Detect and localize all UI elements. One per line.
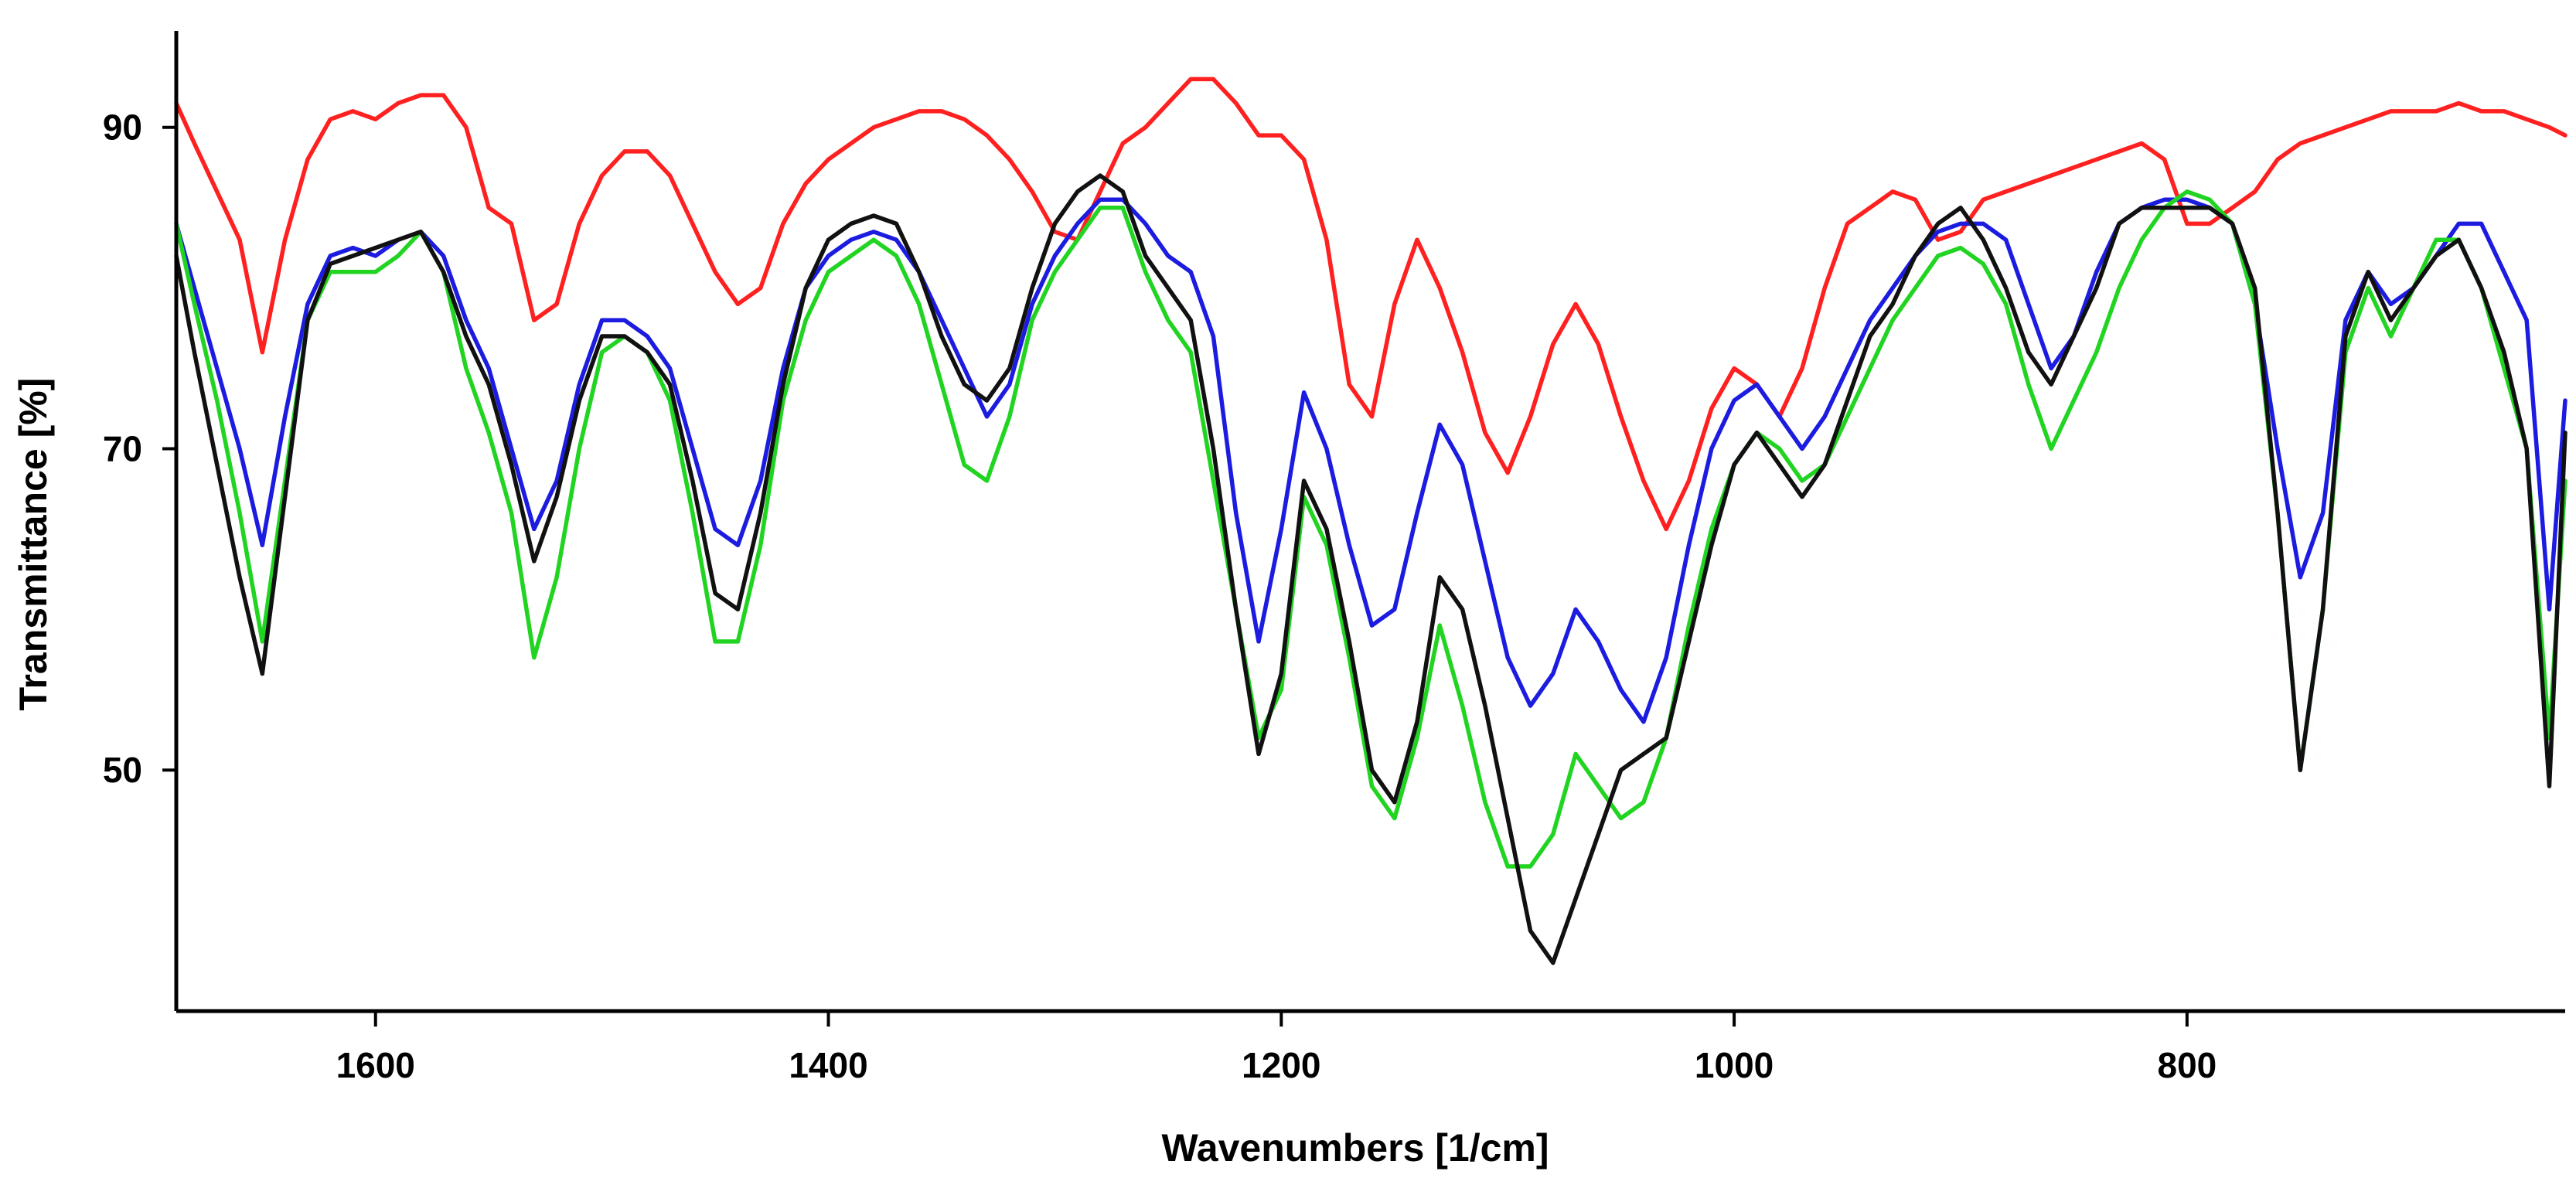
x-tick-label: 1000: [1695, 1045, 1774, 1085]
y-tick-label: 90: [103, 107, 142, 148]
x-tick-label: 1200: [1242, 1045, 1320, 1085]
y-axis-title: Transmittance [%]: [12, 378, 55, 711]
x-tick-label: 1600: [336, 1045, 415, 1085]
x-ticks: 1600 1400 1200 1000 800: [336, 1011, 2217, 1085]
y-tick-label: 50: [103, 750, 142, 790]
series-line-red: [174, 77, 2567, 532]
y-tick-label: 70: [103, 428, 142, 468]
y-ticks: 90 70 50: [103, 107, 176, 790]
series-line-blue: [174, 197, 2567, 724]
x-tick-label: 1400: [789, 1045, 867, 1085]
series-layer: [174, 77, 2567, 965]
x-axis-title: Wavenumbers [1/cm]: [1161, 1126, 1549, 1170]
x-tick-label: 800: [2157, 1045, 2217, 1085]
series-line-green: [174, 189, 2567, 869]
series-line-black: [174, 173, 2567, 965]
